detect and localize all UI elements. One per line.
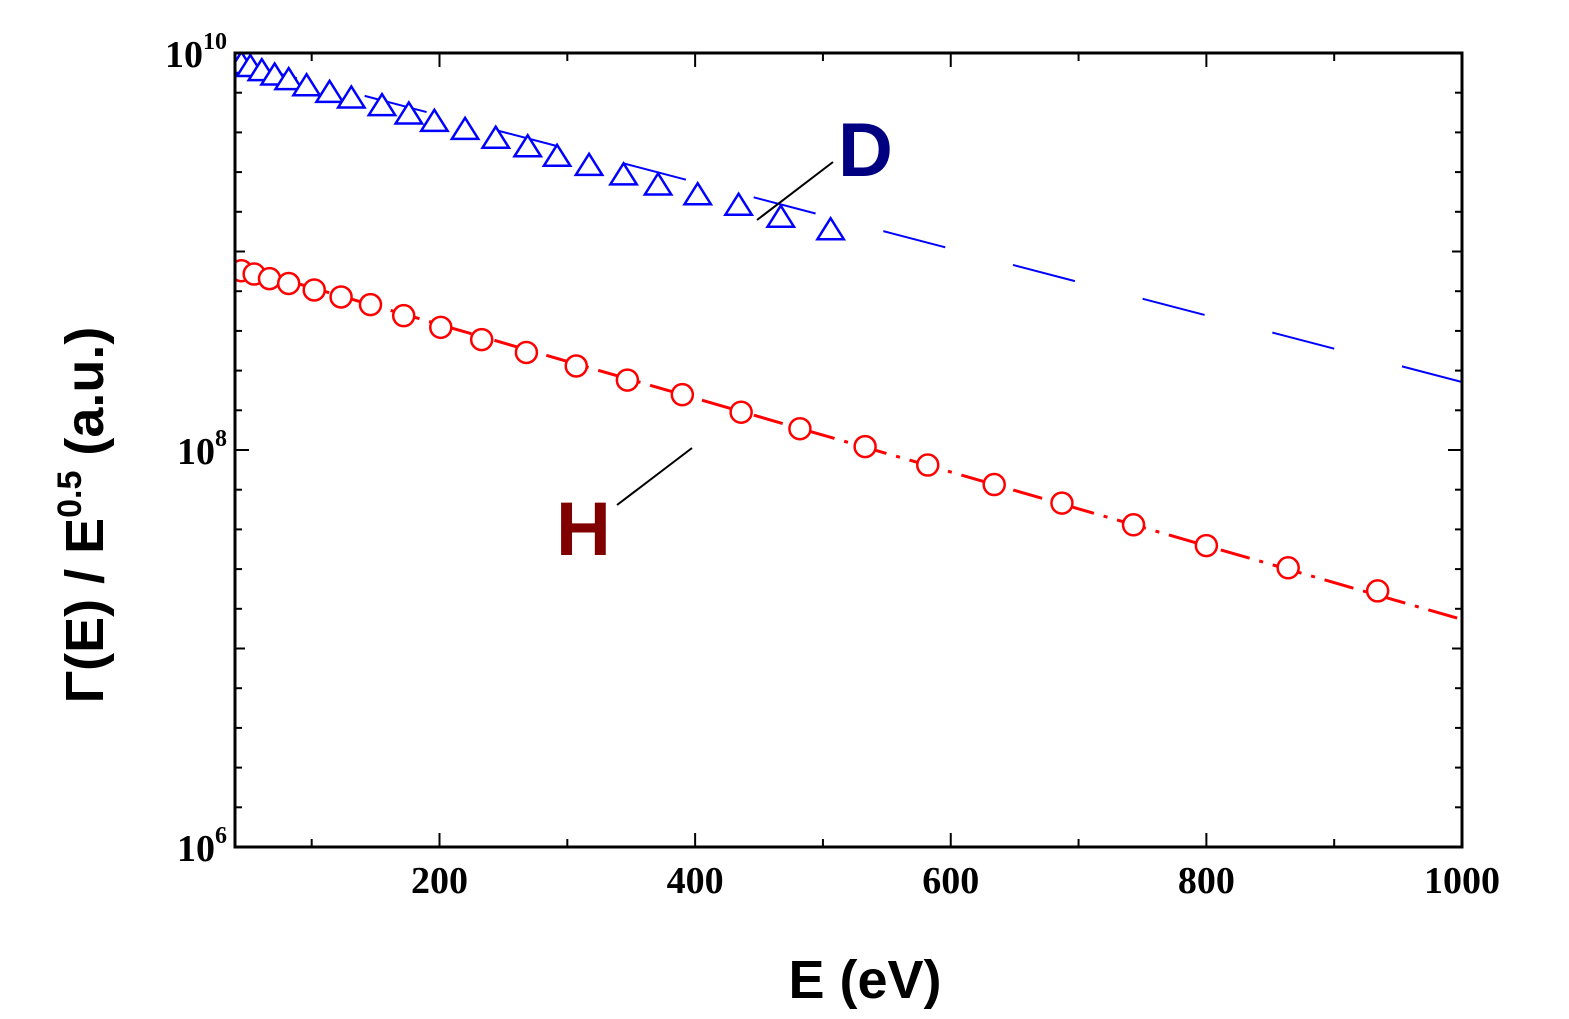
x-tick-label: 200 — [411, 860, 468, 902]
axis-tick-labels: 200 400 600 800 1000 106 108 1010 — [165, 29, 1500, 902]
y-axis-title-suffix: (a.u.) — [55, 327, 115, 471]
y-axis-title-exponent: 0.5 — [51, 471, 89, 518]
series-h-point — [1121, 513, 1146, 537]
x-tick-label: 1000 — [1424, 860, 1500, 902]
series-d — [235, 53, 1462, 383]
series-h-point — [853, 434, 877, 459]
series-d-point — [335, 84, 367, 109]
series-h-point — [1194, 533, 1219, 558]
series-h-point — [564, 354, 589, 378]
series-h-point — [1276, 556, 1300, 580]
x-tick-label: 600 — [922, 860, 979, 902]
series-h-point — [391, 303, 416, 328]
y-tick-label: 1010 — [165, 29, 227, 76]
series-h-point — [670, 382, 695, 407]
series-annotations: D H — [556, 108, 893, 572]
series-d-point — [765, 203, 797, 228]
y-tick-label: 108 — [177, 426, 227, 473]
series-h-point — [1365, 579, 1390, 603]
series-d-point — [366, 91, 398, 117]
y-axis-title-base: Γ(E) / E — [55, 518, 115, 703]
series-h-point — [1050, 491, 1074, 515]
series-d-point — [512, 132, 544, 158]
series-h-point — [257, 266, 282, 291]
series-d-point — [291, 71, 323, 97]
series-h-point — [358, 292, 383, 317]
series-h-point — [429, 315, 453, 340]
x-tick-label: 800 — [1178, 860, 1235, 902]
series-label-d: D — [838, 108, 893, 193]
series-d-point — [573, 151, 605, 177]
series-h-point — [615, 368, 640, 392]
series-h — [235, 258, 1462, 621]
series-d-point — [608, 160, 640, 186]
series-label-h: H — [556, 487, 611, 572]
series-h-point — [302, 278, 326, 302]
series-d-point — [541, 142, 573, 168]
series-h-point — [514, 340, 539, 365]
series-h-point — [469, 327, 494, 352]
axis-ticks — [235, 52, 1463, 848]
series-h-point — [982, 472, 1006, 497]
series-d-point — [273, 65, 305, 91]
series-d-point — [682, 180, 714, 206]
series-label-d-leader — [756, 161, 834, 221]
series-h-point — [915, 453, 940, 477]
series-d-point — [815, 215, 847, 241]
series-d-point — [642, 171, 674, 196]
series-h-point — [729, 400, 753, 424]
series-d-point — [314, 78, 346, 104]
x-axis-title: E (eV) — [788, 950, 941, 1010]
series-h-point — [329, 285, 353, 309]
series-d-point — [418, 107, 450, 133]
series-h-point — [788, 416, 812, 441]
series-label-h-leader — [616, 447, 693, 506]
series-d-point — [449, 115, 481, 141]
y-axis-title: Γ(E) / E0.5 (a.u.) — [51, 327, 115, 704]
y-tick-label: 106 — [177, 823, 227, 870]
x-tick-label: 400 — [667, 860, 724, 902]
series-h-point — [276, 271, 301, 296]
series-d-point — [393, 100, 425, 125]
series-d-point — [480, 124, 512, 149]
series-d-point — [723, 191, 755, 217]
